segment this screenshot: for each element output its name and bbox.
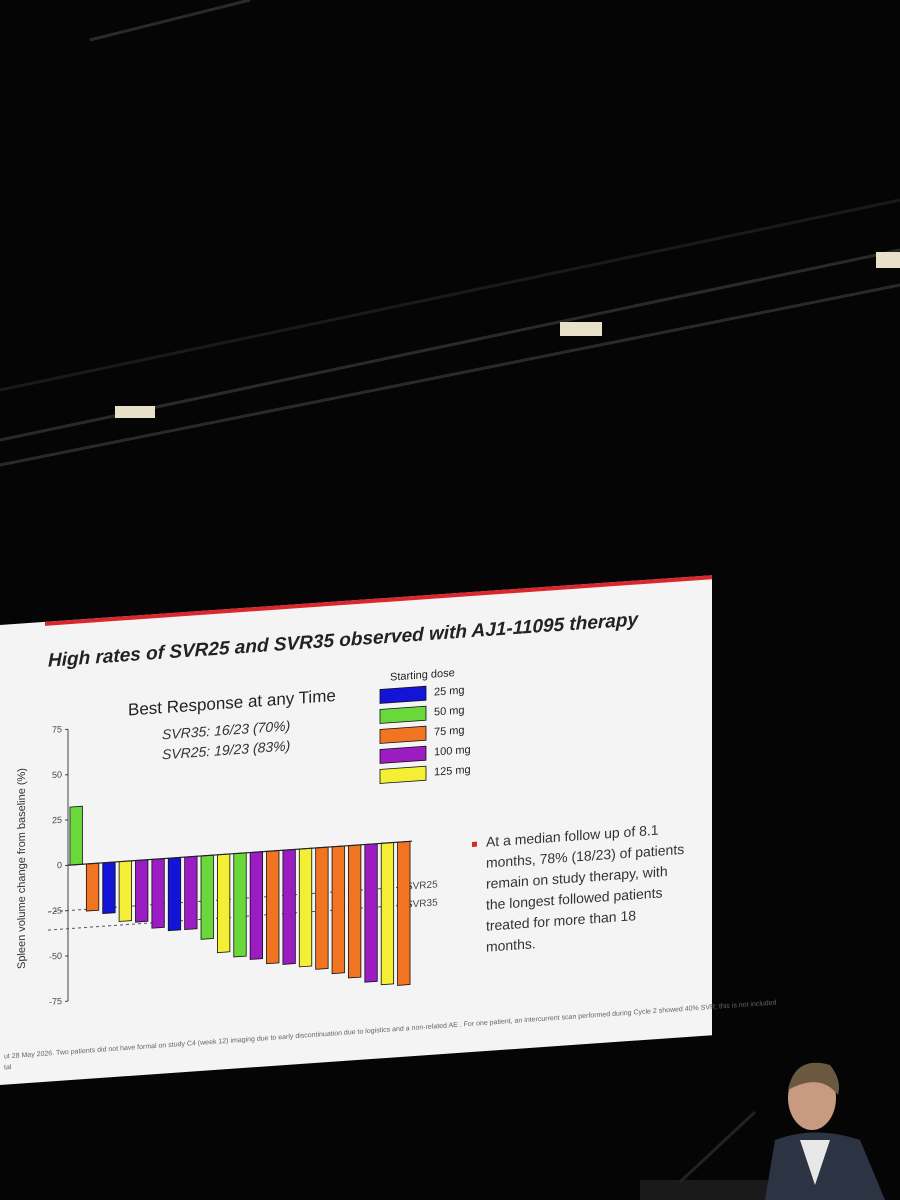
- stage-light: [115, 406, 155, 418]
- bar: [282, 848, 296, 965]
- bar: [135, 859, 149, 923]
- legend-swatch: [379, 705, 427, 724]
- presenter-hair: [788, 1062, 839, 1095]
- bar: [364, 843, 378, 983]
- bar: [266, 850, 280, 965]
- legend-title: Starting dose: [390, 667, 455, 684]
- legend-label: 75 mg: [434, 724, 465, 738]
- legend-swatch: [379, 725, 427, 744]
- legend-swatch: [379, 765, 427, 784]
- bar: [85, 862, 100, 912]
- bar: [69, 805, 83, 866]
- bar: [118, 860, 132, 922]
- bar: [151, 858, 165, 929]
- y-tick-label: 75: [52, 724, 62, 735]
- bar: [233, 852, 247, 958]
- legend-label: 50 mg: [434, 704, 465, 718]
- bar: [331, 845, 345, 975]
- y-tick-label: 25: [52, 815, 62, 826]
- legend-label: 25 mg: [434, 684, 465, 698]
- y-tick-label: 0: [57, 860, 62, 870]
- bar: [184, 855, 198, 931]
- bar: [200, 854, 214, 940]
- bar: [397, 840, 411, 986]
- bar: [167, 856, 182, 932]
- stage-light: [876, 252, 900, 268]
- truss-beam: [0, 283, 900, 467]
- bar: [380, 842, 395, 986]
- zero-line: [68, 840, 412, 866]
- microphone: [678, 1110, 757, 1184]
- slide-accent: [45, 575, 712, 626]
- bar: [348, 844, 362, 979]
- truss-beam: [89, 0, 251, 42]
- slide-background: [0, 575, 712, 1085]
- y-tick-label: -50: [49, 951, 62, 962]
- bar: [216, 853, 231, 954]
- stage-light: [560, 322, 602, 336]
- slide: High rates of SVR25 and SVR35 observed w…: [0, 575, 777, 1085]
- bar: [249, 851, 264, 960]
- reference-label: SVR35: [406, 897, 438, 910]
- bar: [102, 861, 116, 914]
- legend-swatch: [379, 685, 427, 704]
- footnote: tal: [4, 1064, 12, 1072]
- presenter: [640, 1062, 885, 1200]
- legend-swatch: [379, 745, 427, 764]
- ceiling-truss: [0, 0, 900, 467]
- legend-label: 100 mg: [434, 744, 471, 759]
- y-tick-label: -25: [49, 905, 62, 916]
- bullet-marker: [472, 841, 477, 847]
- bar: [298, 847, 313, 968]
- bullet-text: months.: [486, 935, 536, 954]
- presenter-jacket: [765, 1132, 885, 1200]
- presenter-shirt: [800, 1140, 830, 1185]
- y-tick-label: -75: [49, 996, 62, 1007]
- y-tick-label: 50: [52, 769, 62, 780]
- legend-label: 125 mg: [434, 764, 471, 779]
- truss-beam: [0, 198, 900, 392]
- reference-label: SVR25: [406, 879, 438, 892]
- y-axis-label: Spleen volume change from baseline (%): [16, 768, 28, 970]
- bar: [315, 846, 329, 970]
